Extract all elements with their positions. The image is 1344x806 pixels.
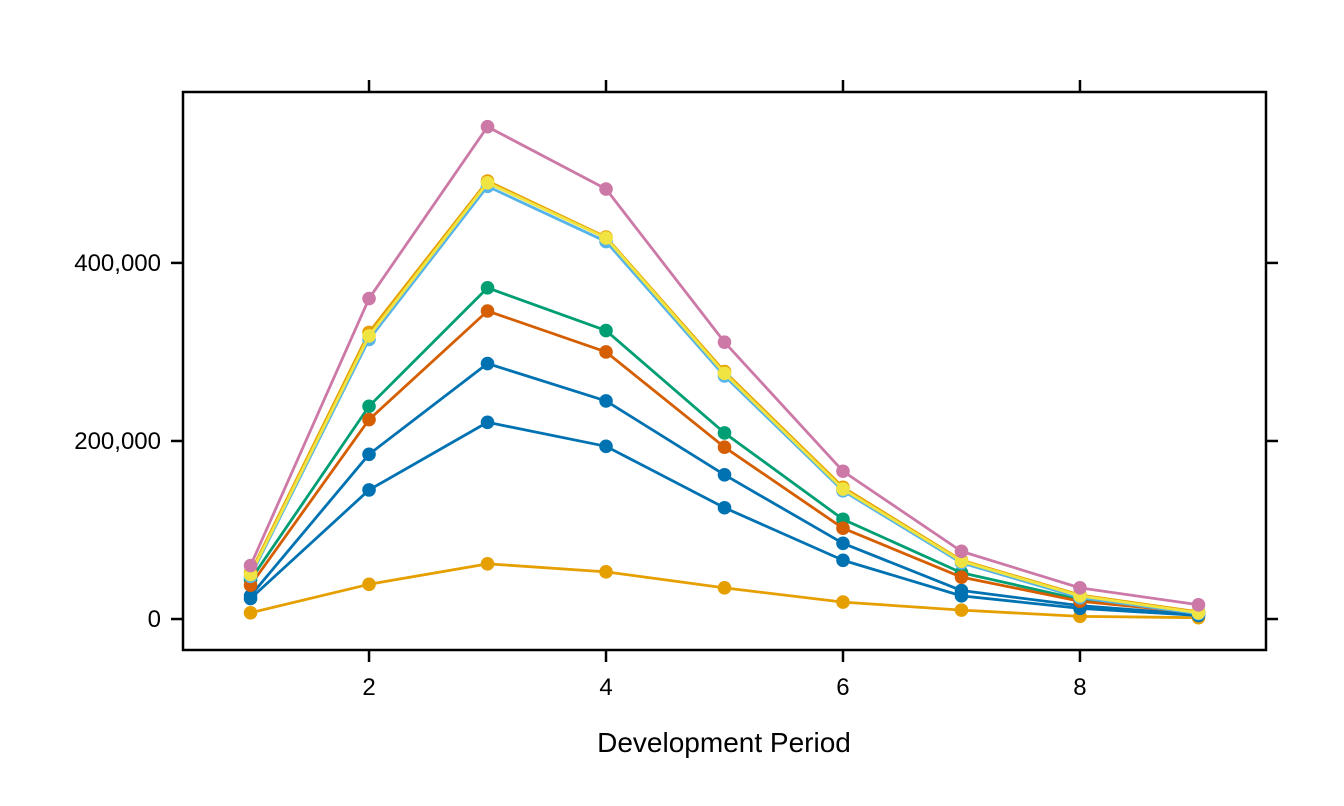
data-point-series-orange-low xyxy=(480,557,495,571)
chart-series xyxy=(243,119,1206,625)
plot-border xyxy=(181,90,1268,652)
data-point-series-orange-low xyxy=(599,565,613,579)
data-point-series-pink xyxy=(717,335,732,349)
x-axis-title: Development Period xyxy=(597,727,851,758)
series-line-series-blue-1 xyxy=(249,362,1200,616)
data-point-series-blue-2 xyxy=(836,553,850,568)
data-point-series-vermillion xyxy=(362,412,376,427)
x-tick-label: 4 xyxy=(599,674,612,701)
axis-ticks xyxy=(171,80,1278,662)
y-tick-label: 400,000 xyxy=(74,250,161,277)
data-point-series-vermillion xyxy=(717,440,732,455)
data-point-series-blue-2 xyxy=(717,500,732,515)
data-point-series-blue-2 xyxy=(599,439,613,454)
series-line-series-vermillion xyxy=(249,309,1200,615)
data-point-series-green xyxy=(599,323,613,338)
data-point-series-green xyxy=(480,281,495,295)
data-point-series-pink xyxy=(480,119,495,134)
data-point-series-pink xyxy=(1073,581,1087,595)
data-point-series-blue-2 xyxy=(362,483,376,497)
data-point-series-orange-low xyxy=(362,577,376,592)
data-point-series-pink xyxy=(1191,597,1206,612)
data-point-series-green xyxy=(717,426,732,440)
x-tick-label: 6 xyxy=(836,674,849,701)
data-point-series-orange-low xyxy=(717,581,732,595)
data-point-series-blue-2 xyxy=(480,415,495,430)
data-point-series-green xyxy=(362,399,376,414)
data-point-series-vermillion xyxy=(480,304,495,318)
data-point-series-pink xyxy=(836,464,850,479)
y-tick-label: 0 xyxy=(148,606,161,633)
data-point-series-blue-1 xyxy=(836,536,850,551)
data-point-series-yellow xyxy=(599,231,613,245)
data-point-series-blue-1 xyxy=(362,447,376,462)
data-point-series-yellow xyxy=(480,176,495,190)
data-point-series-vermillion xyxy=(599,345,613,359)
data-point-series-orange-low xyxy=(243,605,258,620)
data-point-series-vermillion xyxy=(954,570,969,584)
x-tick-label: 8 xyxy=(1073,674,1086,701)
data-point-series-yellow xyxy=(836,482,850,496)
data-point-series-vermillion xyxy=(836,521,850,536)
data-point-series-yellow xyxy=(954,554,969,568)
data-point-series-orange-low xyxy=(836,595,850,609)
data-point-series-blue-1 xyxy=(599,394,613,408)
data-point-series-orange-low xyxy=(954,603,969,617)
data-point-series-yellow xyxy=(362,329,376,343)
x-tick-label: 2 xyxy=(362,674,375,701)
axis-labels: 2 4 6 8 0 200,000 400,000 xyxy=(74,250,1086,701)
y-tick-label: 200,000 xyxy=(74,428,161,455)
data-point-series-blue-1 xyxy=(954,583,969,598)
data-point-series-blue-1 xyxy=(243,589,258,603)
data-point-series-pink xyxy=(599,182,613,196)
data-point-series-pink xyxy=(954,544,969,559)
series-line-series-skyblue xyxy=(249,184,1200,616)
data-point-series-yellow xyxy=(717,366,732,381)
data-point-series-blue-1 xyxy=(480,356,495,371)
data-point-series-pink xyxy=(362,291,376,306)
data-point-series-blue-1 xyxy=(717,468,732,482)
data-point-series-pink xyxy=(243,558,258,573)
